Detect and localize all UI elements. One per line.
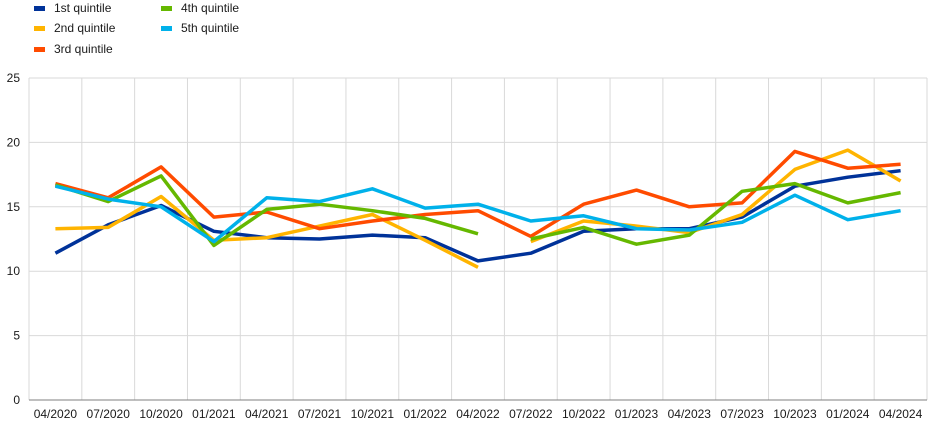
x-tick-label: 10/2023	[773, 407, 817, 421]
legend-item-4th-quintile: 4th quintile	[161, 1, 239, 15]
x-tick-label: 07/2023	[720, 407, 764, 421]
legend-item-5th-quintile: 5th quintile	[161, 21, 239, 35]
x-tick-label: 07/2021	[298, 407, 342, 421]
grid	[28, 77, 928, 400]
y-tick-label: 0	[13, 393, 20, 407]
x-tick-label: 10/2020	[139, 407, 183, 421]
x-tick-label: 04/2023	[668, 407, 712, 421]
series-line-4	[54, 174, 479, 248]
x-tick-label: 04/2022	[456, 407, 500, 421]
legend-label-4th: 4th quintile	[181, 1, 240, 15]
y-tick-label: 5	[13, 329, 20, 343]
axes: 0 5 10 15 20 25 04/2020 07/2020 10/2020 01/2021 04…	[7, 71, 927, 421]
series-line-3	[54, 149, 901, 239]
y-tick-label: 25	[7, 71, 21, 85]
y-tick-label: 15	[7, 200, 21, 214]
x-tick-label: 07/2020	[87, 407, 131, 421]
x-tick-label: 10/2021	[351, 407, 395, 421]
legend: 1st quintile 2nd quintile 3rd quintile 4…	[0, 0, 945, 70]
x-tick-label: 01/2022	[403, 407, 447, 421]
legend-item-2nd-quintile: 2nd quintile	[34, 21, 115, 35]
x-tick-label: 01/2023	[615, 407, 659, 421]
series-line-2	[530, 148, 902, 244]
series-line-4	[530, 181, 901, 246]
legend-swatch-4th	[161, 5, 172, 11]
legend-swatch-2nd	[34, 25, 45, 31]
x-tick-label: 10/2022	[562, 407, 606, 421]
x-tick-label: 04/2024	[879, 407, 923, 421]
x-tick-label: 04/2021	[245, 407, 289, 421]
legend-label-5th: 5th quintile	[181, 21, 240, 35]
legend-swatch-1st	[34, 5, 45, 11]
y-tick-label: 10	[7, 264, 21, 278]
legend-label-2nd: 2nd quintile	[54, 21, 116, 35]
x-tick-label: 04/2020	[34, 407, 78, 421]
x-tick-label: 07/2022	[509, 407, 553, 421]
x-tick-label: 01/2024	[826, 407, 870, 421]
legend-swatch-5th	[161, 25, 172, 31]
legend-item-3rd-quintile: 3rd quintile	[34, 42, 113, 56]
series-line-5	[54, 184, 901, 244]
series-line-2	[55, 194, 479, 269]
y-tick-label: 20	[7, 135, 21, 149]
x-tick-label: 01/2021	[192, 407, 236, 421]
legend-label-3rd: 3rd quintile	[54, 42, 113, 56]
legend-label-1st: 1st quintile	[54, 1, 112, 15]
series-lines	[54, 148, 902, 269]
legend-swatch-3rd	[34, 46, 45, 52]
legend-item-1st-quintile: 1st quintile	[34, 1, 111, 15]
